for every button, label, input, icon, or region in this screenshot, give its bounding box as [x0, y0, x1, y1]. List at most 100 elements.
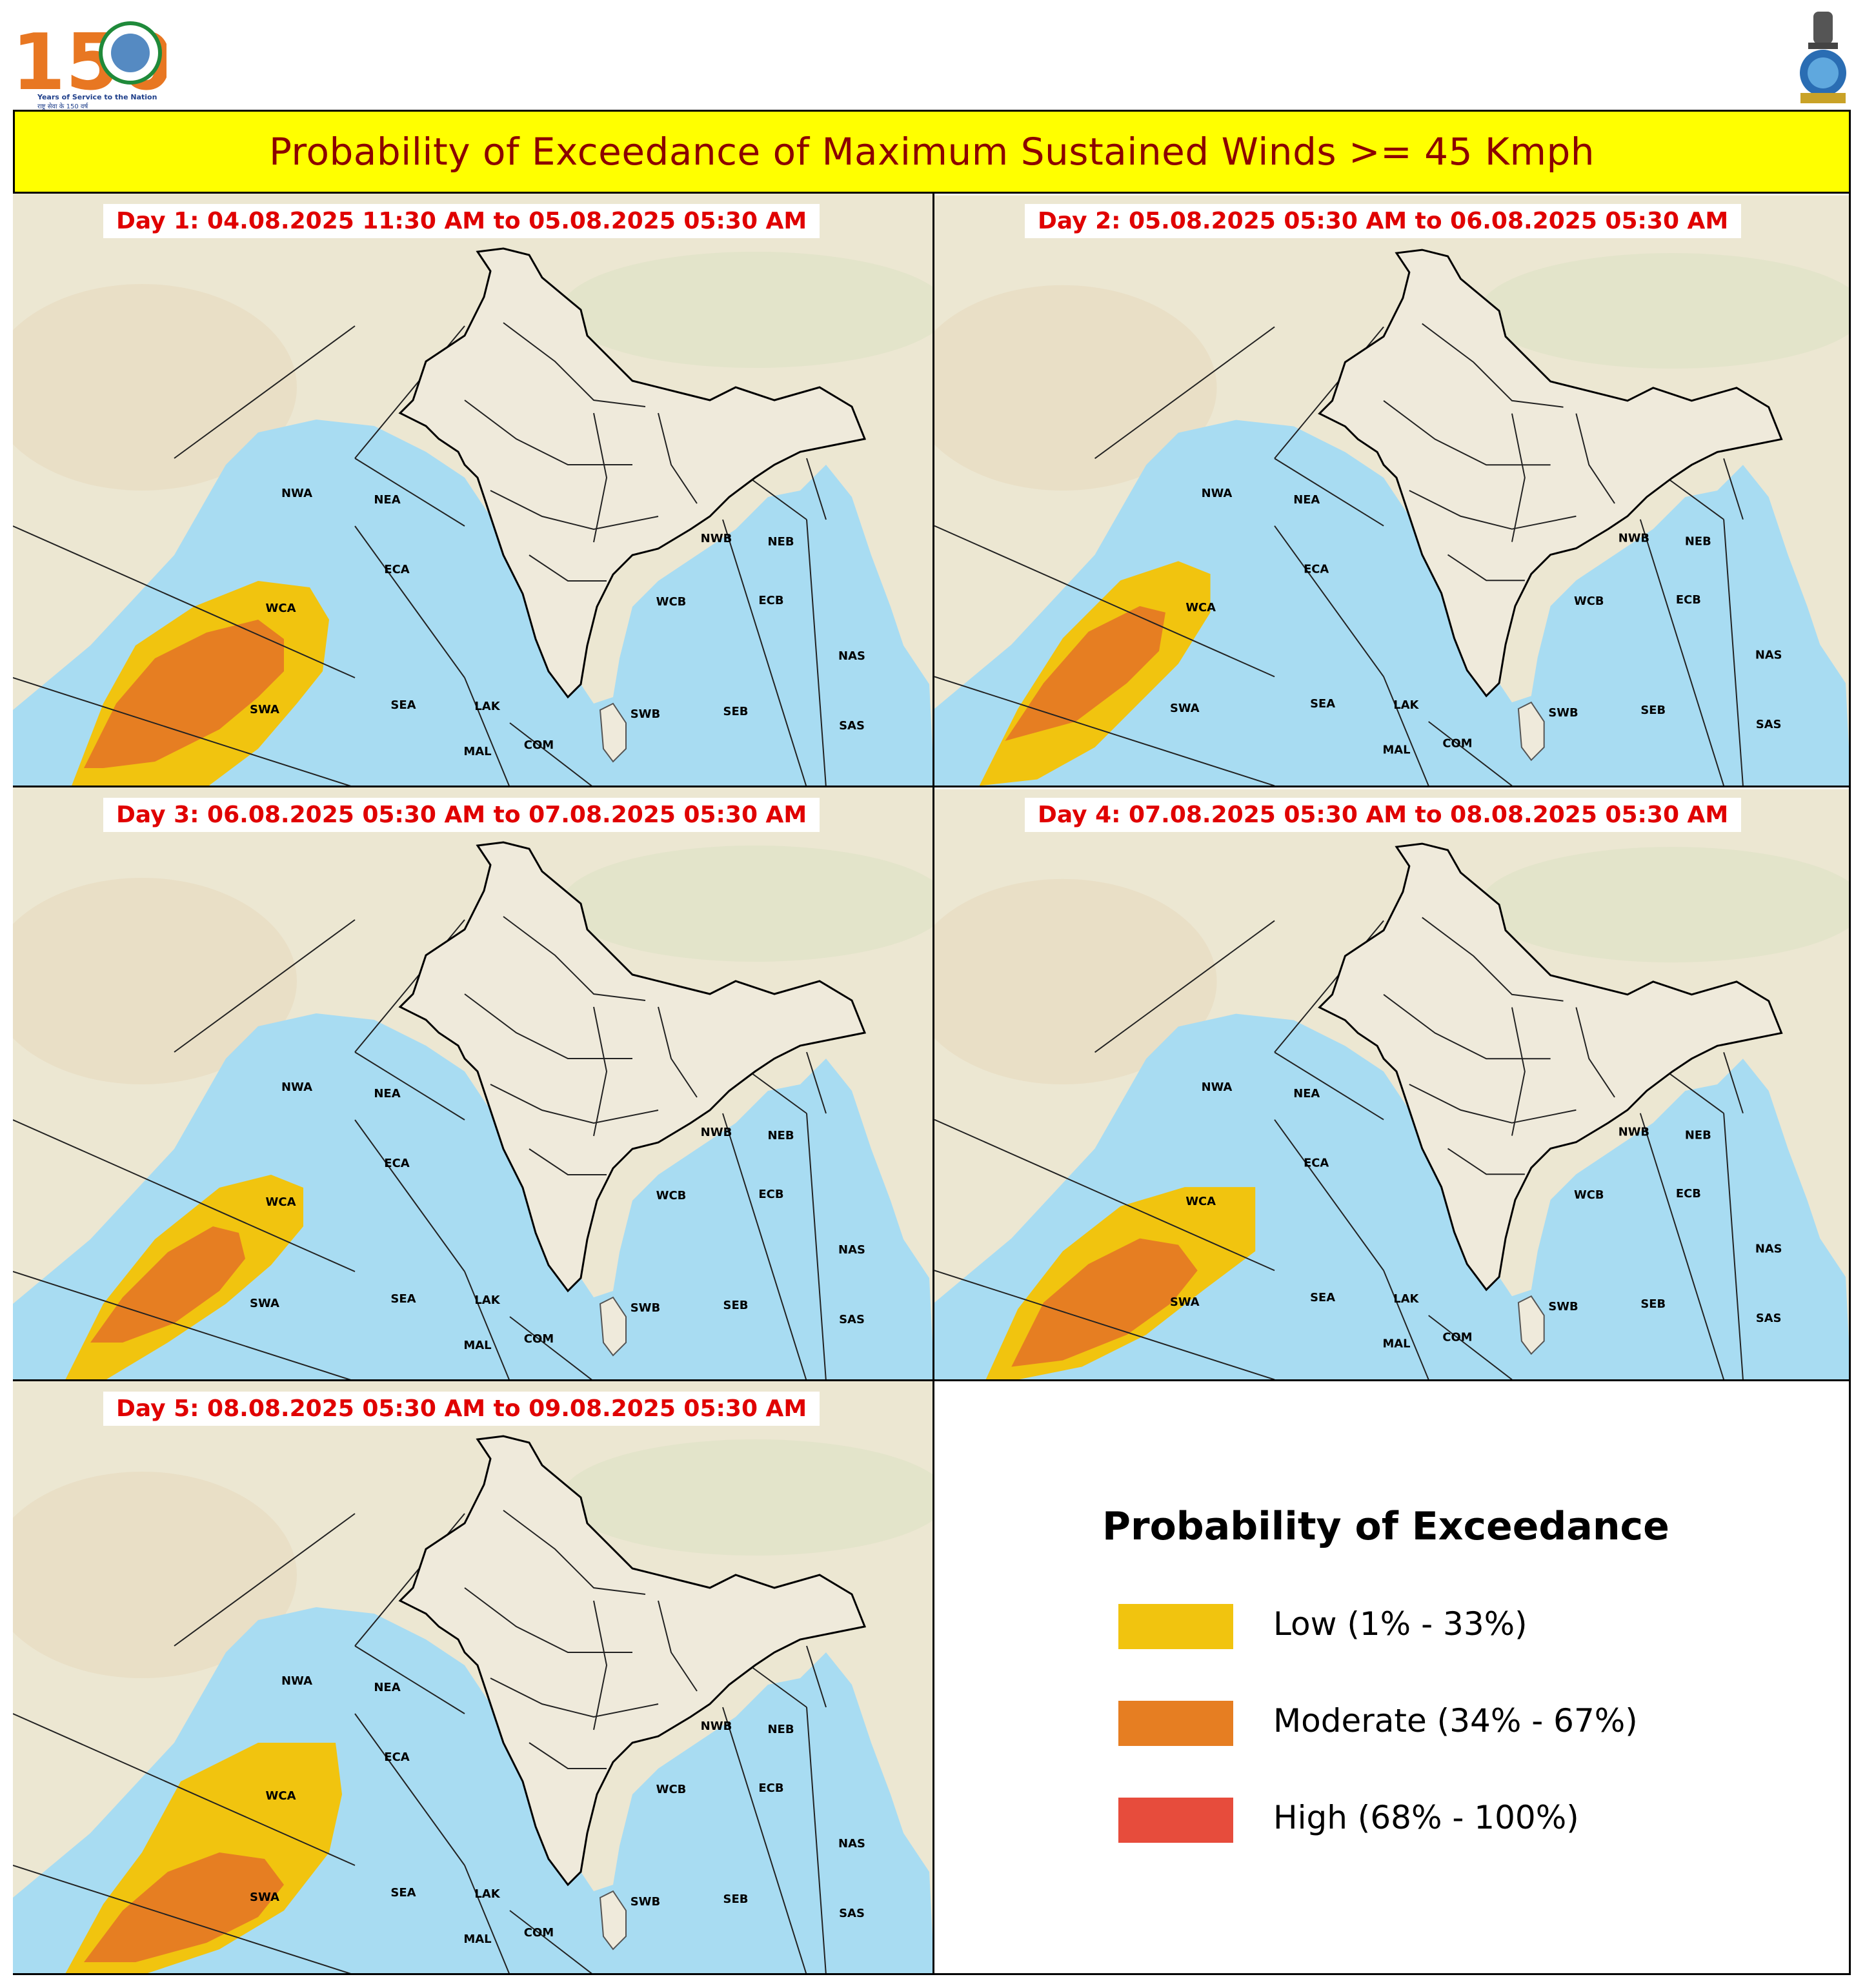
- region-boundary: [13, 1713, 356, 1866]
- logo-caption: Years of Service to the Nation: [37, 93, 157, 101]
- sri-lanka-outline: [1517, 1295, 1545, 1355]
- legend-swatch-low: [1118, 1604, 1233, 1649]
- region-boundary: [354, 1645, 465, 1714]
- region-label-seb: SEB: [1640, 1297, 1666, 1311]
- region-label-swa: SWA: [1170, 1295, 1200, 1309]
- state-boundary: [503, 916, 646, 1001]
- map-day5: NWA NEA ECA WCA SWA SEA LAK MAL COM NWB NEB WCB ECB S…: [13, 1381, 932, 1973]
- region-label-nea: NEA: [1293, 493, 1320, 507]
- region-label-seb: SEB: [723, 1892, 749, 1906]
- map-panel-day5: NWA NEA ECA WCA SWA SEA LAK MAL COM NWB NEB WCB ECB S…: [13, 1381, 934, 1975]
- map-panel-day3: NWA NEA ECA WCA SWA SEA LAK MAL COM NWB NEB WCB ECB S…: [13, 787, 934, 1381]
- region-label-mal: MAL: [463, 1339, 491, 1352]
- region-label-nas: NAS: [838, 1837, 865, 1851]
- region-label-nwa: NWA: [1202, 487, 1233, 500]
- region-boundary: [1639, 519, 1725, 786]
- region-label-sea: SEA: [390, 1886, 416, 1900]
- state-boundary: [593, 1600, 608, 1730]
- region-label-seb: SEB: [1640, 704, 1666, 717]
- state-boundary: [1511, 1007, 1526, 1136]
- region-boundary: [806, 519, 827, 786]
- region-boundary: [13, 525, 356, 678]
- region-label-swb: SWB: [630, 1895, 661, 1909]
- region-label-swb: SWB: [1548, 1300, 1578, 1314]
- region-boundary: [934, 1270, 1275, 1379]
- region-label-nea: NEA: [374, 1681, 400, 1694]
- state-boundary: [464, 993, 632, 1059]
- region-boundary: [464, 1271, 510, 1379]
- legend-swatch-high: [1118, 1798, 1233, 1843]
- state-boundary: [1575, 1007, 1615, 1098]
- region-label-nea: NEA: [374, 493, 400, 507]
- region-label-swb: SWB: [630, 707, 661, 721]
- region-label-nwb: NWB: [701, 1126, 732, 1139]
- map-day4: NWA NEA ECA WCA SWA SEA LAK MAL COM NWB NEB WCB ECB S…: [934, 789, 1849, 1379]
- region-label-eca: ECA: [1304, 562, 1329, 576]
- region-label-mal: MAL: [1382, 744, 1410, 757]
- region-boundary: [934, 525, 1275, 678]
- region-label-nwb: NWB: [1618, 1126, 1649, 1139]
- region-label-nas: NAS: [1755, 1242, 1782, 1256]
- region-label-sas: SAS: [1756, 718, 1782, 731]
- region-boundary: [722, 519, 807, 786]
- region-boundary: [174, 919, 356, 1053]
- region-label-nea: NEA: [374, 1087, 400, 1100]
- region-boundary: [1723, 458, 1744, 520]
- terrain-shade: [561, 252, 932, 368]
- region-label-seb: SEB: [723, 1299, 749, 1312]
- state-boundary: [658, 1006, 698, 1098]
- region-label-neb: NEB: [767, 1723, 794, 1736]
- region-boundary: [1094, 326, 1275, 460]
- terrain-shade: [561, 1439, 932, 1556]
- map-panel-day4: NWA NEA ECA WCA SWA SEA LAK MAL COM NWB NEB WCB ECB S…: [934, 787, 1851, 1381]
- region-boundary: [1274, 1051, 1384, 1121]
- state-boundary: [503, 322, 646, 407]
- state-boundary: [593, 412, 608, 543]
- state-boundary: [464, 400, 632, 465]
- state-boundary: [490, 1678, 659, 1718]
- region-label-sea: SEA: [1310, 1291, 1335, 1304]
- region-label-nas: NAS: [838, 649, 865, 663]
- region-label-nwa: NWA: [281, 1080, 312, 1094]
- legend-label-high: High (68% - 100%): [1273, 1799, 1579, 1836]
- region-label-com: COM: [1442, 1331, 1472, 1344]
- region-label-mal: MAL: [463, 745, 491, 758]
- region-label-nea: NEA: [1293, 1087, 1320, 1100]
- state-boundary: [464, 1587, 632, 1653]
- region-label-swa: SWA: [250, 1891, 279, 1904]
- state-boundary: [1447, 1148, 1525, 1175]
- legend: Probability of Exceedance Low (1% - 33%)…: [934, 1381, 1851, 1975]
- region-boundary: [1274, 1119, 1384, 1271]
- day-label: Day 5: 08.08.2025 05:30 AM to 09.08.2025…: [103, 1392, 820, 1426]
- region-label-sea: SEA: [390, 698, 416, 712]
- terrain-shade: [561, 846, 932, 962]
- terrain-shade: [13, 1472, 297, 1678]
- region-label-eca: ECA: [384, 563, 410, 576]
- region-label-ecb: ECB: [1676, 593, 1701, 607]
- sri-lanka-outline: [1517, 701, 1545, 762]
- region-label-lak: LAK: [1393, 698, 1419, 712]
- region-label-sea: SEA: [390, 1292, 416, 1306]
- terrain-shade: [13, 284, 297, 491]
- region-label-neb: NEB: [767, 1129, 794, 1142]
- legend-title: Probability of Exceedance: [1102, 1504, 1669, 1549]
- region-label-wcb: WCB: [1574, 1188, 1604, 1202]
- region-boundary: [806, 1113, 827, 1379]
- state-boundary: [658, 1600, 698, 1692]
- region-label-nwb: NWB: [701, 1719, 732, 1733]
- sri-lanka-outline: [599, 1890, 627, 1951]
- region-boundary: [722, 1707, 807, 1973]
- region-boundary: [1639, 1113, 1725, 1379]
- region-label-wca: WCA: [266, 1789, 296, 1803]
- region-label-swb: SWB: [1548, 706, 1578, 720]
- region-label-nwa: NWA: [281, 487, 312, 500]
- region-label-wcb: WCB: [656, 1783, 687, 1796]
- region-boundary: [354, 525, 465, 678]
- region-boundary: [934, 676, 1275, 786]
- state-boundary: [529, 1148, 607, 1175]
- region-boundary: [354, 458, 465, 527]
- region-label-neb: NEB: [1685, 1129, 1711, 1142]
- region-label-com: COM: [524, 1332, 554, 1346]
- logo-caption-hindi: राष्ट्र सेवा के 150 वर्ष: [37, 103, 88, 110]
- region-label-wcb: WCB: [656, 1189, 687, 1202]
